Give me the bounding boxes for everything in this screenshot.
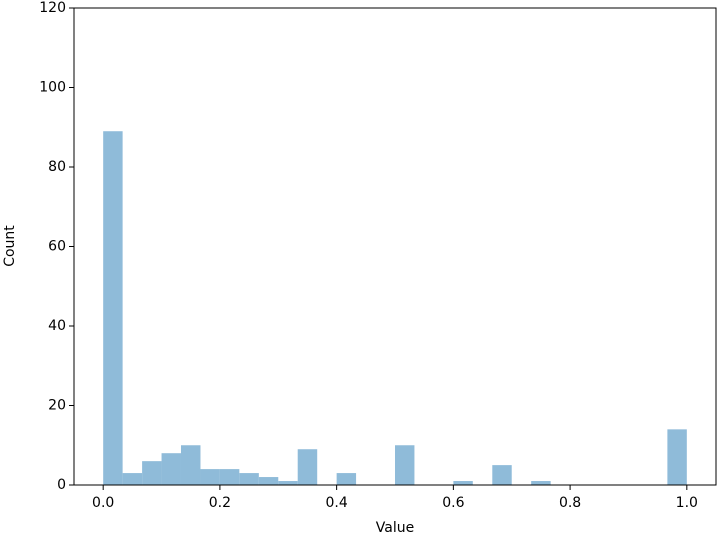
- y-tick-label: 60: [48, 239, 66, 255]
- bar: [395, 445, 415, 485]
- y-axis-label: Count: [2, 225, 18, 267]
- x-tick-label: 0.6: [442, 495, 464, 511]
- bar: [180, 445, 201, 485]
- bar: [200, 469, 220, 485]
- y-tick-label: 80: [48, 159, 66, 175]
- bar: [103, 131, 123, 485]
- bar: [161, 453, 181, 485]
- y-tick-label: 0: [57, 477, 66, 493]
- bar: [297, 449, 318, 485]
- bar: [219, 469, 240, 485]
- y-tick-label: 40: [48, 318, 66, 334]
- bar: [336, 473, 357, 485]
- x-tick-label: 0.0: [92, 495, 114, 511]
- y-tick-label: 20: [48, 398, 66, 414]
- bar: [122, 473, 143, 485]
- x-axis-label: Value: [376, 520, 414, 536]
- bar: [531, 481, 551, 485]
- bar: [492, 465, 512, 485]
- bar: [142, 461, 162, 485]
- bar: [667, 429, 687, 485]
- bar: [258, 477, 279, 485]
- x-tick-label: 0.4: [326, 495, 348, 511]
- x-tick-label: 0.2: [209, 495, 231, 511]
- y-tick-label: 120: [39, 0, 66, 16]
- x-tick-label: 1.0: [676, 495, 698, 511]
- bar: [453, 481, 473, 485]
- plot-frame: [73, 7, 717, 486]
- bar: [239, 473, 259, 485]
- x-tick-label: 0.8: [559, 495, 581, 511]
- y-tick-label: 100: [39, 80, 66, 96]
- bar: [278, 481, 298, 485]
